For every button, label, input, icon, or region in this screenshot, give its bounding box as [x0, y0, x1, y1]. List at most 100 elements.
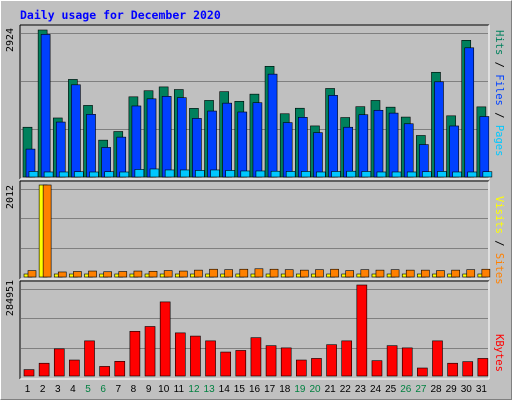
x-tick-label: 31	[476, 384, 488, 395]
x-tick-label: 2	[40, 384, 46, 395]
files-bar	[71, 84, 81, 178]
files-bar	[116, 136, 127, 178]
sites-bar	[239, 268, 249, 278]
kbytes-bar	[220, 351, 231, 377]
files-bar	[403, 123, 414, 178]
sites-bar	[269, 268, 279, 278]
x-tick-label: 19	[294, 384, 306, 395]
legend-hits: Hits	[493, 30, 505, 55]
files-bar	[222, 102, 232, 178]
kbytes-bar	[53, 348, 65, 377]
pages-bar	[376, 171, 387, 178]
sites-bar	[42, 184, 52, 278]
pages-bar	[301, 171, 311, 178]
kbytes-bar	[265, 345, 277, 377]
sites-bar	[405, 269, 415, 278]
sites-bar	[284, 269, 294, 278]
files-bar	[161, 96, 172, 178]
files-bar	[282, 122, 293, 178]
x-tick-label: 28	[430, 384, 442, 395]
files-bar	[343, 126, 354, 178]
sites-bar	[436, 270, 445, 278]
sites-bar	[254, 268, 264, 278]
kbytes-bar	[386, 345, 398, 377]
files-bar	[449, 125, 459, 178]
kbytes-bar	[401, 347, 413, 377]
pages-bar	[331, 171, 341, 178]
kbytes-bar	[296, 359, 307, 377]
x-tick-label: 5	[85, 384, 91, 395]
pages-bar	[134, 169, 145, 178]
kbytes-bar	[99, 366, 110, 377]
sites-bar	[330, 268, 339, 278]
sites-bar	[300, 269, 309, 278]
x-tick-label: 15	[234, 384, 246, 395]
kbytes-bar	[477, 358, 489, 377]
pages-bar	[58, 171, 69, 178]
kbytes-bar	[159, 301, 171, 377]
kbytes-bar	[235, 350, 247, 377]
kbytes-bar	[190, 335, 201, 377]
x-tick-label: 24	[370, 384, 382, 395]
kbytes-bar	[129, 330, 141, 377]
pages-bar	[482, 171, 493, 178]
files-bar	[298, 117, 308, 178]
x-tick-label: 7	[116, 384, 122, 395]
x-tick-label: 12	[188, 384, 200, 395]
x-tick-label: 6	[100, 384, 106, 395]
files-bar	[358, 114, 369, 178]
pages-bar	[285, 171, 296, 178]
sites-bar	[118, 271, 128, 278]
x-tick-label: 22	[340, 384, 352, 395]
files-bar	[388, 112, 399, 178]
sites-bar	[375, 269, 385, 278]
x-tick-label: 25	[385, 384, 397, 395]
files-bar	[176, 97, 187, 178]
sites-bar	[224, 269, 233, 278]
x-tick-label: 20	[309, 384, 321, 395]
kbytes-bar	[356, 284, 368, 377]
x-tick-label: 1	[25, 384, 31, 395]
files-bar	[479, 116, 490, 178]
files-bar	[464, 47, 475, 178]
pages-bar	[210, 169, 220, 178]
pages-bar	[119, 171, 130, 178]
kbytes-bar	[69, 359, 80, 377]
sites-bar	[315, 269, 324, 278]
sites-bar	[88, 270, 97, 278]
files-bar	[207, 110, 217, 178]
kbytes-bar	[280, 347, 292, 377]
legend- /: /	[493, 55, 505, 74]
legend-sites: Sites	[493, 253, 505, 285]
kbytes-bar	[462, 361, 474, 377]
files-bar	[267, 73, 278, 178]
x-tick-label: 10	[158, 384, 170, 395]
kbytes-bar	[326, 344, 337, 377]
files-bar	[86, 114, 96, 178]
pages-bar	[346, 170, 357, 178]
files-bar	[313, 132, 323, 178]
sites-bar	[390, 269, 400, 278]
files-bar	[131, 105, 142, 178]
x-tick-label: 11	[174, 384, 185, 395]
legend: Visits / Sites	[493, 196, 505, 285]
pages-bar	[391, 171, 402, 178]
x-tick-label: 17	[264, 384, 276, 395]
pages-bar	[149, 168, 160, 178]
kbytes-bar	[417, 367, 428, 377]
sites-bar	[133, 270, 143, 278]
legend-files: Files	[493, 74, 505, 106]
pages-bar	[361, 171, 372, 178]
x-tick-label: 29	[446, 384, 458, 395]
y-max-label: 2012	[5, 185, 16, 209]
kbytes-bar	[23, 369, 35, 377]
pages-bar	[422, 171, 432, 178]
files-bar	[252, 102, 263, 178]
sites-bar	[360, 269, 370, 278]
kbytes-bar	[432, 340, 443, 377]
files-bar	[434, 81, 444, 178]
files-bar	[237, 111, 248, 178]
pages-bar	[195, 170, 205, 178]
x-tick-label: 18	[279, 384, 291, 395]
kbytes-bar	[447, 362, 458, 377]
